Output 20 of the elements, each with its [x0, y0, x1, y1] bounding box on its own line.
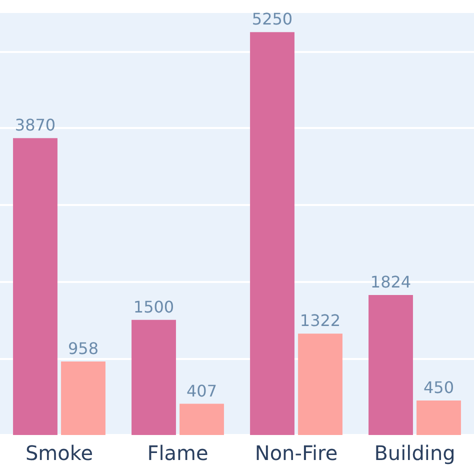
data-label: 1500	[133, 297, 174, 316]
data-label: 5250	[252, 10, 293, 29]
bar	[61, 361, 106, 435]
x-tick-label: Smoke	[25, 441, 94, 465]
bar	[298, 334, 342, 435]
bar	[250, 32, 294, 435]
data-label: 1322	[300, 311, 341, 330]
data-label: 407	[186, 381, 218, 400]
x-tick-label: Non-Fire	[254, 441, 338, 465]
bar	[416, 400, 461, 435]
x-tick-label: Flame	[147, 441, 208, 465]
data-label: 1824	[370, 272, 412, 292]
data-label: 3870	[14, 116, 56, 135]
bar	[368, 295, 413, 435]
bar	[132, 320, 176, 435]
data-label: 958	[68, 338, 99, 358]
bar	[180, 404, 224, 435]
x-tick-label: Building	[374, 441, 456, 465]
bar	[13, 138, 58, 435]
data-label: 450	[423, 378, 454, 397]
